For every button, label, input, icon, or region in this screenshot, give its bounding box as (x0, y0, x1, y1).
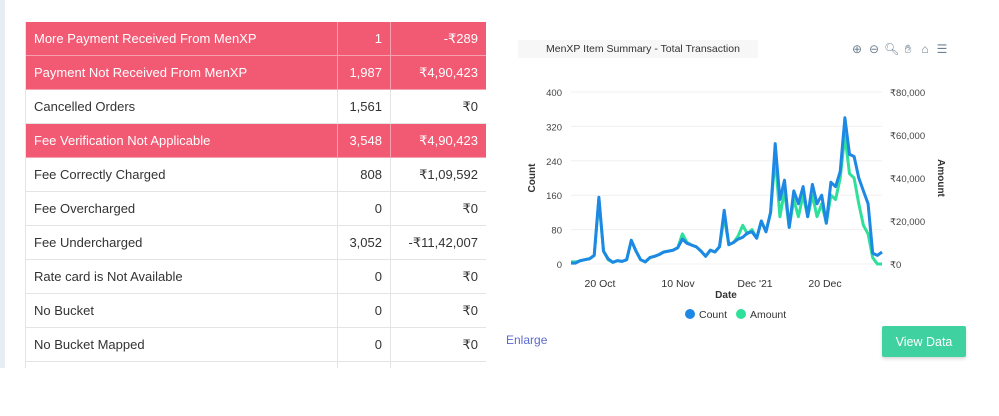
x-tick-label: 20 Dec (808, 278, 841, 290)
menu-icon[interactable]: ☰ (936, 42, 948, 56)
legend-label-count: Count (699, 309, 727, 321)
row-amount: ₹4,90,423 (390, 56, 486, 89)
zoom-out-icon[interactable]: ⊖ (868, 42, 880, 56)
y-tick-label: 320 (546, 122, 562, 133)
y-tick-label: 160 (546, 191, 562, 202)
row-amount: -₹11,42,007 (390, 226, 486, 259)
legend-marker-amount (736, 309, 746, 319)
series-line-amount (571, 133, 882, 266)
row-amount: ₹0 (390, 260, 486, 293)
table-row: Cancelled Orders 1,561 ₹0 (26, 90, 486, 124)
row-amount: ₹0 (390, 192, 486, 225)
row-amount: ₹0 (390, 294, 486, 327)
chart-title: MenXP Item Summary - Total Transaction (518, 40, 758, 58)
row-count: 1,987 (337, 56, 390, 89)
table-row: Rate card is Not Available 0 ₹0 (26, 260, 486, 294)
x-tick-label: 20 Oct (585, 278, 616, 290)
row-count: 0 (337, 294, 390, 327)
y2-tick-label: ₹20,000 (890, 217, 925, 228)
row-label: Fee Overcharged (34, 201, 136, 216)
row-amount: ₹0 (390, 90, 486, 123)
magnifier-icon[interactable]: 🔍︎ (884, 42, 900, 56)
table-row: Fee Undercharged 3,052 -₹11,42,007 (26, 226, 486, 260)
table-row: No Bucket 0 ₹0 (26, 294, 486, 328)
table-row: No Bucket Mapped 0 ₹0 (26, 328, 486, 362)
y-tick-label: 240 (546, 157, 562, 168)
row-amount: ₹1,09,592 (390, 158, 486, 191)
summary-table: More Payment Received From MenXP 1 -₹289 Pa… (25, 22, 486, 396)
legend-marker-count (685, 309, 695, 319)
x-tick-label: Dec '21 (737, 278, 772, 290)
table-row: Fee Overcharged 0 ₹0 (26, 192, 486, 226)
row-count: 0 (337, 192, 390, 225)
row-label: Cancelled Orders (34, 99, 136, 114)
series-line-count (571, 116, 883, 265)
row-count: 0 (337, 328, 390, 361)
y-tick-label: 80 (551, 226, 562, 237)
row-label: Fee Correctly Charged (34, 167, 166, 182)
table-row: More Payment Received From MenXP 1 -₹289 (26, 22, 486, 56)
hand-pan-icon[interactable]: ✋︎ (904, 42, 912, 56)
row-amount: -₹289 (390, 22, 486, 55)
row-count: 3,548 (337, 124, 390, 157)
enlarge-link[interactable]: Enlarge (506, 333, 548, 347)
row-count: 3,052 (337, 226, 390, 259)
home-icon[interactable]: ⌂ (921, 42, 929, 56)
table-row: Fee Correctly Charged 808 ₹1,09,592 (26, 158, 486, 192)
chart-toolbar: ⊕ ⊖ 🔍︎ ✋︎ ⌂ ☰ (850, 42, 949, 56)
row-label: No Bucket (34, 303, 94, 318)
y2-axis-label: Amount (935, 159, 946, 197)
legend-label-amount: Amount (750, 309, 786, 321)
view-data-button[interactable]: View Data (882, 326, 966, 357)
row-label: No Bucket Mapped (34, 337, 145, 352)
table-row: Fee Verification Not Applicable 3,548 ₹4,9… (26, 124, 486, 158)
viewport-clip (0, 368, 999, 416)
row-label: More Payment Received From MenXP (34, 31, 257, 46)
row-amount: ₹4,90,423 (390, 124, 486, 157)
y-tick-label: 0 (557, 260, 562, 271)
row-count: 1,561 (337, 90, 390, 123)
row-count: 1 (337, 22, 390, 55)
y-axis-label: Count (527, 163, 538, 193)
x-axis-label: Date (715, 290, 737, 301)
y2-tick-label: ₹80,000 (890, 88, 925, 99)
y2-tick-label: ₹40,000 (890, 174, 925, 185)
x-tick-label: 10 Nov (661, 278, 695, 290)
row-label: Fee Undercharged (34, 235, 143, 250)
row-label: Payment Not Received From MenXP (34, 65, 248, 80)
left-edge-strip (0, 0, 5, 368)
y-tick-label: 400 (546, 88, 562, 99)
row-label: Fee Verification Not Applicable (34, 133, 211, 148)
row-count: 808 (337, 158, 390, 191)
table-row: Payment Not Received From MenXP 1,987 ₹4,9… (26, 56, 486, 90)
row-label: Rate card is Not Available (34, 269, 183, 284)
y2-tick-label: ₹0 (890, 260, 901, 271)
row-count: 0 (337, 260, 390, 293)
row-amount: ₹0 (390, 328, 486, 361)
y2-tick-label: ₹60,000 (890, 131, 925, 142)
zoom-in-icon[interactable]: ⊕ (851, 42, 863, 56)
